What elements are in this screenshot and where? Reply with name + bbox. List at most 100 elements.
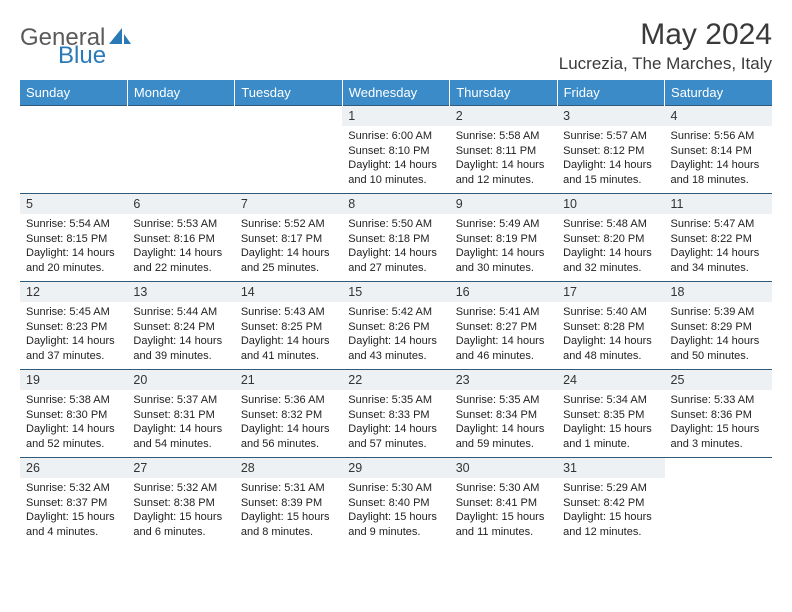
day-detail-line: Sunset: 8:19 PM	[456, 232, 551, 247]
day-detail-line: Daylight: 14 hours	[348, 246, 443, 261]
day-detail-line: Sunset: 8:14 PM	[671, 144, 766, 159]
calendar-week-row: 5 Sunrise: 5:54 AMSunset: 8:15 PM Daylight…	[20, 194, 772, 282]
day-detail-line: Sunrise: 5:29 AM	[563, 481, 658, 496]
day-detail-line: Sunset: 8:18 PM	[348, 232, 443, 247]
day-detail-line: Sunset: 8:35 PM	[563, 408, 658, 423]
day-detail-line: Sunrise: 5:33 AM	[671, 393, 766, 408]
calendar-day-cell: .	[235, 106, 342, 194]
day-detail-line: Sunset: 8:12 PM	[563, 144, 658, 159]
calendar-day-cell: 14Sunrise: 5:43 AMSunset: 8:25 PMDayligh…	[235, 282, 342, 370]
day-detail-line: and 12 minutes.	[456, 173, 551, 188]
day-number: 12	[20, 282, 127, 302]
day-number: 30	[450, 458, 557, 478]
day-detail-line: Daylight: 15 hours	[348, 510, 443, 525]
day-details: Sunrise: 5:48 AMSunset: 8:20 PMDaylight:…	[557, 214, 664, 278]
day-detail-line: Daylight: 14 hours	[563, 246, 658, 261]
calendar-day-cell: 27Sunrise: 5:32 AMSunset: 8:38 PMDayligh…	[127, 458, 234, 546]
day-detail-line: Daylight: 14 hours	[241, 246, 336, 261]
day-number: 23	[450, 370, 557, 390]
day-detail-line: Sunrise: 5:38 AM	[26, 393, 121, 408]
day-detail-line: Sunrise: 5:52 AM	[241, 217, 336, 232]
day-number: 15	[342, 282, 449, 302]
day-number: 17	[557, 282, 664, 302]
day-number: 22	[342, 370, 449, 390]
calendar-day-cell: 18Sunrise: 5:39 AMSunset: 8:29 PMDayligh…	[665, 282, 772, 370]
day-detail-line: Sunset: 8:22 PM	[671, 232, 766, 247]
calendar-day-cell: 9Sunrise: 5:49 AMSunset: 8:19 PMDaylight…	[450, 194, 557, 282]
calendar-day-cell: 10Sunrise: 5:48 AMSunset: 8:20 PMDayligh…	[557, 194, 664, 282]
day-details: Sunrise: 5:38 AMSunset: 8:30 PMDaylight:…	[20, 390, 127, 454]
calendar-day-cell: 23Sunrise: 5:35 AMSunset: 8:34 PMDayligh…	[450, 370, 557, 458]
day-detail-line: and 56 minutes.	[241, 437, 336, 452]
day-details: Sunrise: 5:47 AMSunset: 8:22 PMDaylight:…	[665, 214, 772, 278]
day-detail-line: Daylight: 14 hours	[26, 334, 121, 349]
day-detail-line: and 3 minutes.	[671, 437, 766, 452]
calendar-day-cell: 17Sunrise: 5:40 AMSunset: 8:28 PMDayligh…	[557, 282, 664, 370]
calendar-day-cell: 8Sunrise: 5:50 AMSunset: 8:18 PMDaylight…	[342, 194, 449, 282]
day-detail-line: and 8 minutes.	[241, 525, 336, 540]
calendar-table: SundayMondayTuesdayWednesdayThursdayFrid…	[20, 80, 772, 546]
day-detail-line: Daylight: 15 hours	[671, 422, 766, 437]
day-detail-line: and 12 minutes.	[563, 525, 658, 540]
day-detail-line: Sunrise: 5:35 AM	[456, 393, 551, 408]
day-detail-line: Sunrise: 5:58 AM	[456, 129, 551, 144]
day-detail-line: Daylight: 14 hours	[348, 334, 443, 349]
day-detail-line: and 10 minutes.	[348, 173, 443, 188]
day-number: 19	[20, 370, 127, 390]
day-number: 14	[235, 282, 342, 302]
day-detail-line: Sunset: 8:36 PM	[671, 408, 766, 423]
day-detail-line: Sunset: 8:30 PM	[26, 408, 121, 423]
day-detail-line: Sunrise: 5:43 AM	[241, 305, 336, 320]
day-detail-line: and 37 minutes.	[26, 349, 121, 364]
day-detail-line: Daylight: 14 hours	[348, 422, 443, 437]
day-detail-line: and 20 minutes.	[26, 261, 121, 276]
day-detail-line: Daylight: 14 hours	[348, 158, 443, 173]
day-detail-line: and 52 minutes.	[26, 437, 121, 452]
day-detail-line: Daylight: 15 hours	[241, 510, 336, 525]
day-number: 7	[235, 194, 342, 214]
calendar-day-cell: 1Sunrise: 6:00 AMSunset: 8:10 PMDaylight…	[342, 106, 449, 194]
day-detail-line: Sunset: 8:40 PM	[348, 496, 443, 511]
day-detail-line: Daylight: 15 hours	[563, 510, 658, 525]
day-details: Sunrise: 5:31 AMSunset: 8:39 PMDaylight:…	[235, 478, 342, 542]
day-detail-line: Daylight: 14 hours	[133, 334, 228, 349]
calendar-day-cell: 15Sunrise: 5:42 AMSunset: 8:26 PMDayligh…	[342, 282, 449, 370]
day-header: Monday	[127, 80, 234, 106]
day-number: 21	[235, 370, 342, 390]
day-detail-line: Daylight: 14 hours	[133, 422, 228, 437]
day-detail-line: Daylight: 14 hours	[241, 422, 336, 437]
day-detail-line: Sunset: 8:20 PM	[563, 232, 658, 247]
day-header: Friday	[557, 80, 664, 106]
day-detail-line: Sunset: 8:17 PM	[241, 232, 336, 247]
day-detail-line: Sunrise: 5:49 AM	[456, 217, 551, 232]
calendar-day-cell: 25Sunrise: 5:33 AMSunset: 8:36 PMDayligh…	[665, 370, 772, 458]
day-number: 26	[20, 458, 127, 478]
day-number: 24	[557, 370, 664, 390]
day-details: Sunrise: 5:42 AMSunset: 8:26 PMDaylight:…	[342, 302, 449, 366]
month-title: May 2024	[559, 18, 772, 52]
day-detail-line: Sunset: 8:37 PM	[26, 496, 121, 511]
day-detail-line: and 11 minutes.	[456, 525, 551, 540]
day-number: 27	[127, 458, 234, 478]
day-details: Sunrise: 5:29 AMSunset: 8:42 PMDaylight:…	[557, 478, 664, 542]
day-number: 6	[127, 194, 234, 214]
day-detail-line: Daylight: 14 hours	[671, 246, 766, 261]
day-header: Sunday	[20, 80, 127, 106]
calendar-day-cell: 19Sunrise: 5:38 AMSunset: 8:30 PMDayligh…	[20, 370, 127, 458]
day-number: 1	[342, 106, 449, 126]
calendar-day-cell: 29Sunrise: 5:30 AMSunset: 8:40 PMDayligh…	[342, 458, 449, 546]
day-detail-line: Sunset: 8:23 PM	[26, 320, 121, 335]
day-detail-line: Sunrise: 5:54 AM	[26, 217, 121, 232]
logo-sail-icon	[109, 26, 131, 51]
day-number: 5	[20, 194, 127, 214]
day-detail-line: Sunset: 8:15 PM	[26, 232, 121, 247]
day-detail-line: Sunrise: 5:36 AM	[241, 393, 336, 408]
day-detail-line: Daylight: 14 hours	[563, 158, 658, 173]
day-detail-line: Sunset: 8:11 PM	[456, 144, 551, 159]
day-detail-line: and 15 minutes.	[563, 173, 658, 188]
day-details: Sunrise: 5:37 AMSunset: 8:31 PMDaylight:…	[127, 390, 234, 454]
day-detail-line: Sunset: 8:32 PM	[241, 408, 336, 423]
calendar-week-row: 19Sunrise: 5:38 AMSunset: 8:30 PMDayligh…	[20, 370, 772, 458]
day-detail-line: Sunrise: 5:35 AM	[348, 393, 443, 408]
day-detail-line: and 30 minutes.	[456, 261, 551, 276]
